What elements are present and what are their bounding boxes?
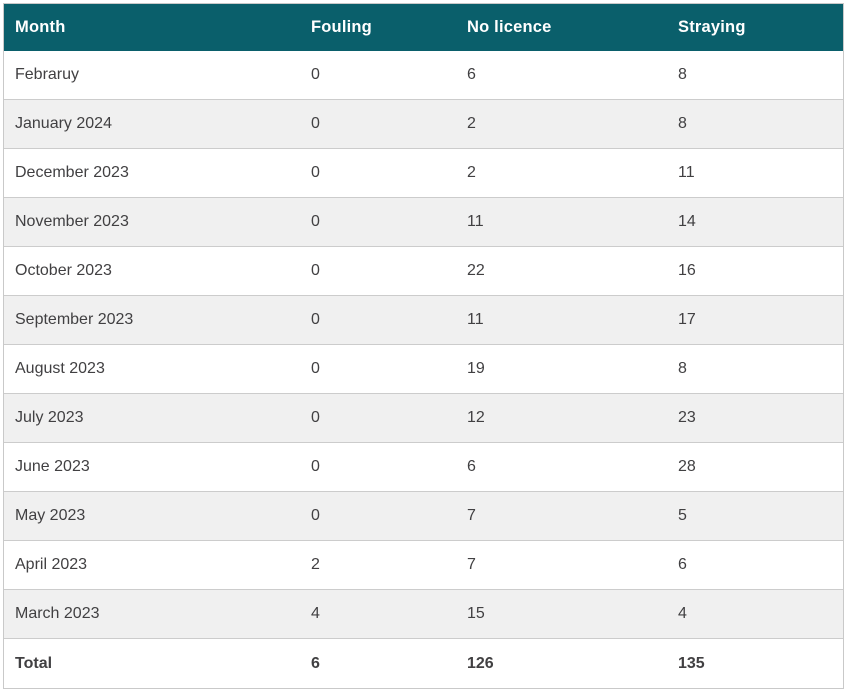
cell-month: May 2023	[4, 491, 300, 541]
table-row: Febraruy 0 6 8	[4, 51, 843, 100]
cell-month: August 2023	[4, 344, 300, 394]
table-row: March 2023 4 15 4	[4, 589, 843, 639]
cell-no-licence: 19	[456, 344, 667, 394]
table-row: April 2023 2 7 6	[4, 540, 843, 590]
cell-straying: 28	[667, 442, 843, 492]
total-label: Total	[4, 638, 300, 688]
cell-no-licence: 2	[456, 99, 667, 149]
cell-fouling: 0	[300, 295, 456, 345]
cell-straying: 8	[667, 344, 843, 394]
cell-no-licence: 2	[456, 148, 667, 198]
table-header: Month Fouling No licence Straying	[4, 4, 843, 51]
cell-fouling: 0	[300, 246, 456, 296]
cell-straying: 8	[667, 99, 843, 149]
cell-month: December 2023	[4, 148, 300, 198]
cell-straying: 17	[667, 295, 843, 345]
table-row: June 2023 0 6 28	[4, 442, 843, 492]
cell-fouling: 2	[300, 540, 456, 590]
table-row: May 2023 0 7 5	[4, 491, 843, 541]
total-row: Total 6 126 135	[4, 638, 843, 688]
total-fouling: 6	[300, 638, 456, 688]
column-header-fouling: Fouling	[300, 4, 456, 51]
table-row: December 2023 0 2 11	[4, 148, 843, 198]
column-header-no-licence: No licence	[456, 4, 667, 51]
cell-fouling: 0	[300, 442, 456, 492]
cell-no-licence: 11	[456, 295, 667, 345]
table-body: Febraruy 0 6 8 January 2024 0 2 8 Decemb…	[4, 51, 843, 639]
cell-fouling: 0	[300, 99, 456, 149]
cell-no-licence: 7	[456, 491, 667, 541]
cell-straying: 16	[667, 246, 843, 296]
cell-fouling: 0	[300, 51, 456, 100]
cell-straying: 23	[667, 393, 843, 443]
cell-month: June 2023	[4, 442, 300, 492]
table-row: January 2024 0 2 8	[4, 99, 843, 149]
cell-fouling: 0	[300, 344, 456, 394]
total-straying: 135	[667, 638, 843, 688]
cell-fouling: 0	[300, 393, 456, 443]
cell-month: April 2023	[4, 540, 300, 590]
table-row: September 2023 0 11 17	[4, 295, 843, 345]
cell-straying: 11	[667, 148, 843, 198]
cell-month: September 2023	[4, 295, 300, 345]
cell-straying: 4	[667, 589, 843, 639]
table-row: August 2023 0 19 8	[4, 344, 843, 394]
cell-month: March 2023	[4, 589, 300, 639]
enforcement-stats-table: Month Fouling No licence Straying Febrar…	[4, 4, 843, 688]
cell-fouling: 4	[300, 589, 456, 639]
enforcement-table-container: Month Fouling No licence Straying Febrar…	[3, 3, 844, 689]
header-row: Month Fouling No licence Straying	[4, 4, 843, 51]
cell-no-licence: 7	[456, 540, 667, 590]
column-header-straying: Straying	[667, 4, 843, 51]
total-no-licence: 126	[456, 638, 667, 688]
cell-month: July 2023	[4, 393, 300, 443]
table-footer: Total 6 126 135	[4, 638, 843, 688]
cell-straying: 14	[667, 197, 843, 247]
cell-month: January 2024	[4, 99, 300, 149]
cell-no-licence: 6	[456, 51, 667, 100]
cell-month: Febraruy	[4, 51, 300, 100]
cell-straying: 8	[667, 51, 843, 100]
table-row: November 2023 0 11 14	[4, 197, 843, 247]
cell-no-licence: 12	[456, 393, 667, 443]
column-header-month: Month	[4, 4, 300, 51]
cell-fouling: 0	[300, 491, 456, 541]
cell-no-licence: 11	[456, 197, 667, 247]
cell-month: November 2023	[4, 197, 300, 247]
cell-month: October 2023	[4, 246, 300, 296]
table-row: July 2023 0 12 23	[4, 393, 843, 443]
cell-straying: 5	[667, 491, 843, 541]
table-row: October 2023 0 22 16	[4, 246, 843, 296]
cell-fouling: 0	[300, 197, 456, 247]
cell-no-licence: 22	[456, 246, 667, 296]
cell-no-licence: 15	[456, 589, 667, 639]
cell-no-licence: 6	[456, 442, 667, 492]
cell-fouling: 0	[300, 148, 456, 198]
cell-straying: 6	[667, 540, 843, 590]
